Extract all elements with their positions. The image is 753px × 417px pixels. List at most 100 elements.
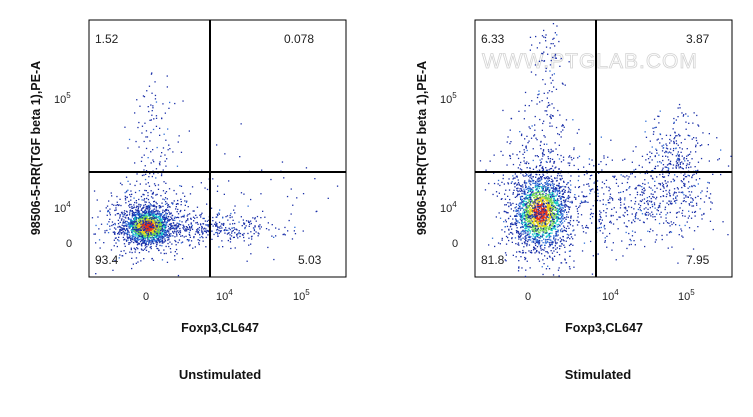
density-dot [529, 209, 531, 211]
density-dot [243, 240, 245, 242]
density-dot [163, 225, 165, 227]
density-dot [136, 234, 138, 236]
density-dot [163, 249, 165, 251]
density-dot [543, 143, 545, 145]
density-dot [215, 221, 217, 223]
density-dot [119, 217, 121, 219]
density-dot [545, 242, 547, 244]
density-dot [578, 128, 580, 131]
density-dot [165, 245, 167, 248]
density-dot [153, 227, 155, 229]
density-dot [162, 214, 165, 217]
density-dot [150, 219, 153, 221]
density-dot [147, 220, 149, 222]
density-dot [491, 237, 494, 239]
density-dot [513, 182, 516, 185]
density-dot [559, 237, 561, 239]
density-dot [505, 211, 507, 213]
density-dot [135, 229, 137, 232]
density-dot [512, 233, 514, 235]
density-dot [143, 213, 145, 215]
density-dot [146, 212, 148, 214]
density-dot [529, 188, 531, 191]
density-dot [560, 240, 562, 242]
density-dot [206, 230, 208, 232]
density-dot [145, 214, 147, 217]
density-dot [175, 225, 177, 227]
density-dot [549, 204, 551, 206]
density-dot [142, 232, 144, 234]
density-dot [570, 175, 572, 177]
density-dot [548, 215, 550, 217]
density-dot [250, 243, 252, 245]
density-dot [533, 182, 535, 184]
density-dot [196, 221, 198, 224]
density-dot [541, 224, 543, 226]
density-dot [508, 205, 510, 208]
density-dot [191, 225, 193, 228]
density-dot [502, 177, 504, 180]
density-dot [533, 179, 535, 182]
density-dot [552, 212, 555, 215]
density-dot [547, 216, 550, 219]
density-dot [145, 205, 148, 207]
density-dot [152, 225, 154, 227]
density-dot [175, 193, 178, 195]
density-dot [292, 204, 294, 206]
density-dot [199, 236, 201, 239]
density-dot [144, 237, 146, 240]
density-dot [116, 195, 118, 198]
density-dot [143, 96, 146, 98]
density-dot [544, 240, 547, 242]
density-dot [550, 227, 553, 230]
density-dot [142, 227, 144, 230]
density-dot [135, 233, 137, 235]
density-dot [133, 222, 135, 224]
density-dot [157, 220, 159, 222]
density-dot [224, 229, 226, 231]
density-dot [542, 242, 544, 244]
density-dot [155, 215, 158, 217]
density-dot [557, 208, 559, 210]
density-dot [564, 199, 566, 202]
density-dot [539, 197, 541, 199]
density-dot [151, 224, 153, 226]
density-dot [519, 209, 522, 211]
density-dot [154, 240, 156, 243]
density-dot [227, 239, 229, 242]
density-dot [538, 212, 540, 214]
density-dot [509, 129, 511, 131]
density-dot [519, 214, 521, 216]
density-dot [526, 216, 528, 218]
density-dot [207, 230, 210, 233]
density-dot [560, 220, 563, 222]
density-dot [146, 234, 148, 236]
density-dot [141, 242, 143, 245]
density-dot [172, 202, 174, 204]
density-dot [531, 214, 534, 216]
density-dot [565, 199, 567, 201]
density-dot [556, 199, 558, 201]
density-dot [132, 221, 134, 223]
density-dot [561, 216, 563, 218]
density-dot [188, 233, 190, 236]
density-dot [162, 228, 164, 230]
density-dot [532, 203, 534, 205]
density-dot [160, 214, 162, 216]
density-dot [520, 185, 522, 187]
density-dot [534, 235, 536, 238]
density-dot [302, 193, 305, 195]
density-dot [217, 214, 219, 216]
density-dot [576, 219, 578, 222]
density-dot [126, 228, 128, 230]
density-dot [544, 223, 546, 225]
density-dot [561, 177, 563, 180]
density-dot [573, 266, 575, 268]
density-dot [557, 218, 559, 220]
density-dot [557, 190, 560, 192]
density-dot [538, 211, 540, 213]
density-dot [176, 222, 178, 224]
density-dot [596, 199, 599, 202]
density-dot [176, 165, 179, 167]
density-dot [134, 238, 137, 241]
